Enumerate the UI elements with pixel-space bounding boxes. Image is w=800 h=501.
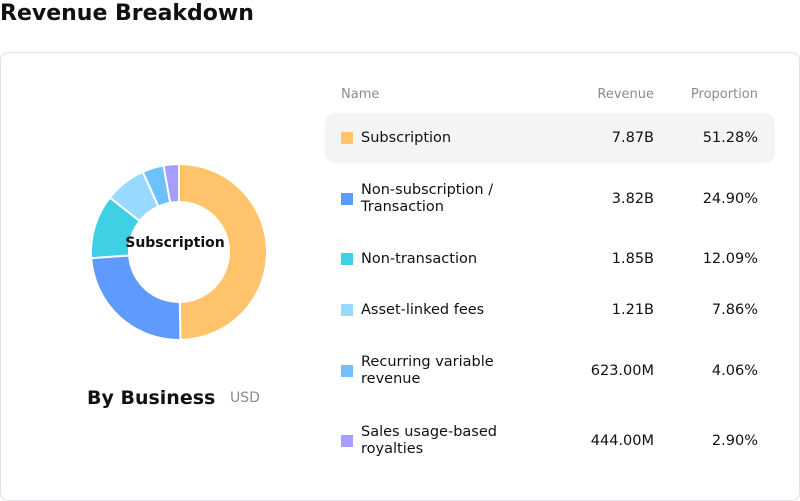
row-name: Non-subscription / Transaction <box>361 182 494 215</box>
row-proportion: 2.90% <box>711 433 758 449</box>
row-name: Asset-linked fees <box>361 301 485 318</box>
table-row[interactable]: Recurring variable revenue 623.00M 4.06% <box>325 346 775 396</box>
legend-swatch <box>341 365 353 377</box>
table-row[interactable]: Non-transaction 1.85B 12.09% <box>325 234 775 284</box>
row-proportion: 12.09% <box>702 251 758 267</box>
legend-swatch <box>341 435 353 447</box>
donut-slice[interactable] <box>162 162 180 204</box>
row-revenue: 1.85B <box>611 251 654 267</box>
row-proportion: 51.28% <box>702 130 758 146</box>
table-row[interactable]: Sales usage-based royalties 444.00M 2.90… <box>325 416 775 466</box>
donut-slice[interactable] <box>90 254 182 341</box>
row-name: Recurring variable revenue <box>361 354 494 387</box>
table-row[interactable]: Subscription 7.87B 51.28% <box>325 113 775 163</box>
table-row[interactable]: Non-subscription / Transaction 3.82B 24.… <box>325 174 775 224</box>
header-revenue: Revenue <box>597 87 654 102</box>
donut-slice[interactable] <box>178 162 269 342</box>
header-proportion: Proportion <box>690 87 758 102</box>
legend-swatch <box>341 193 353 205</box>
row-name: Subscription <box>361 129 452 146</box>
page-title: Revenue Breakdown <box>0 1 254 26</box>
row-revenue: 1.21B <box>611 302 654 318</box>
legend-swatch <box>341 253 353 265</box>
legend-swatch <box>341 132 353 144</box>
donut-center-label: Subscription <box>125 235 225 251</box>
chart-caption: By Business <box>87 387 216 409</box>
row-revenue: 3.82B <box>611 191 654 207</box>
row-name: Sales usage-based royalties <box>361 424 497 457</box>
row-proportion: 7.86% <box>711 302 758 318</box>
row-proportion: 4.06% <box>711 363 758 379</box>
legend-swatch <box>341 304 353 316</box>
row-revenue: 444.00M <box>590 433 654 449</box>
unit-label: USD <box>230 390 260 406</box>
row-revenue: 623.00M <box>590 363 654 379</box>
row-name: Non-transaction <box>361 250 478 267</box>
donut-chart <box>90 162 269 342</box>
table-row[interactable]: Asset-linked fees 1.21B 7.86% <box>325 285 775 335</box>
header-name: Name <box>341 87 380 102</box>
row-revenue: 7.87B <box>611 130 654 146</box>
row-proportion: 24.90% <box>702 191 758 207</box>
